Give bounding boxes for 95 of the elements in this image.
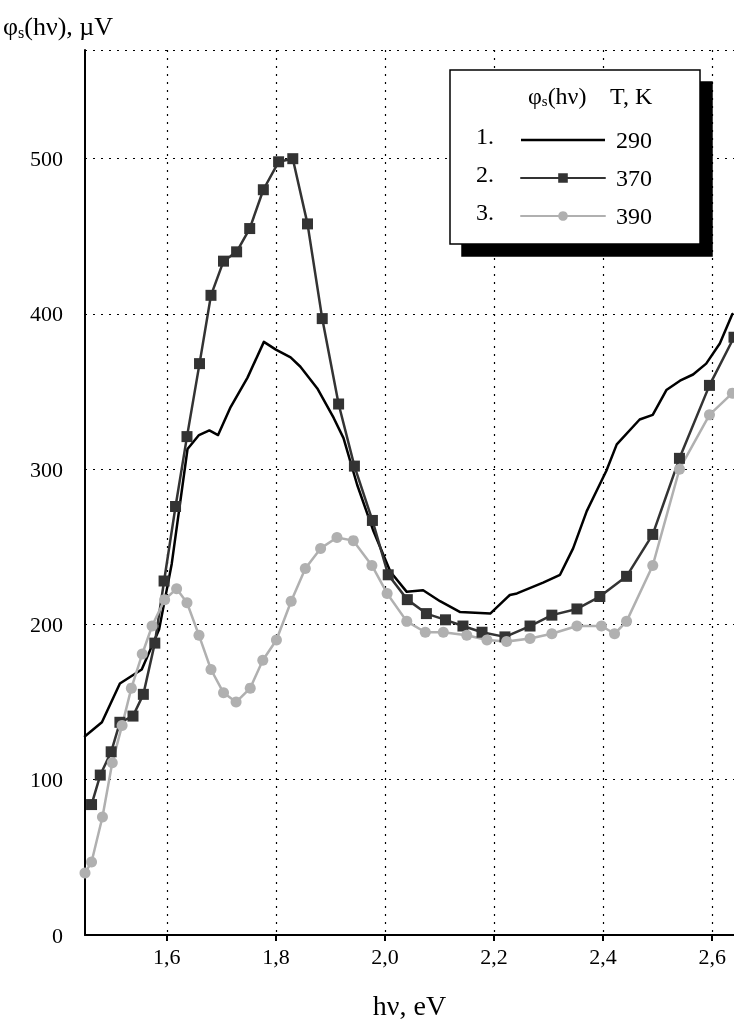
legend-label: 370 bbox=[616, 165, 652, 191]
point bbox=[439, 614, 451, 626]
annotation: 2. bbox=[476, 161, 494, 187]
point bbox=[673, 452, 685, 464]
point bbox=[287, 153, 299, 165]
point bbox=[146, 620, 158, 632]
point bbox=[136, 648, 148, 660]
x-tick-label: 2,2 bbox=[480, 943, 508, 969]
point bbox=[86, 799, 98, 811]
point bbox=[244, 223, 256, 235]
point bbox=[181, 597, 193, 609]
point bbox=[546, 628, 558, 640]
point bbox=[381, 587, 393, 599]
point bbox=[703, 379, 715, 391]
point bbox=[257, 654, 269, 666]
point bbox=[366, 559, 378, 571]
point bbox=[331, 532, 343, 544]
point bbox=[230, 696, 242, 708]
point bbox=[257, 184, 269, 196]
point bbox=[244, 682, 256, 694]
point bbox=[137, 688, 149, 700]
point bbox=[419, 626, 431, 638]
y-tick-label: 0 bbox=[52, 922, 63, 948]
x-tick-label: 2,0 bbox=[371, 943, 399, 969]
legend-label: 290 bbox=[616, 127, 652, 153]
point bbox=[571, 620, 583, 632]
point bbox=[647, 559, 659, 571]
point bbox=[170, 500, 182, 512]
x-axis-title: hν, eV bbox=[372, 989, 447, 1021]
y-tick-label: 400 bbox=[30, 301, 63, 327]
point bbox=[621, 615, 633, 627]
point bbox=[94, 769, 106, 781]
point bbox=[348, 460, 360, 472]
point bbox=[105, 746, 117, 758]
point bbox=[193, 629, 205, 641]
point bbox=[218, 687, 230, 699]
point bbox=[571, 603, 583, 615]
point bbox=[205, 664, 217, 675]
point bbox=[673, 463, 685, 475]
point bbox=[125, 682, 137, 694]
point bbox=[501, 636, 513, 648]
point bbox=[546, 609, 558, 621]
point bbox=[401, 615, 413, 627]
point bbox=[333, 398, 345, 410]
point bbox=[299, 563, 311, 575]
point bbox=[194, 358, 206, 370]
point bbox=[595, 620, 607, 632]
point bbox=[79, 867, 91, 879]
annotation: 1. bbox=[476, 123, 494, 149]
point bbox=[218, 255, 230, 267]
point bbox=[609, 628, 621, 640]
legend-label: 390 bbox=[616, 203, 652, 229]
point bbox=[457, 620, 469, 632]
point bbox=[171, 583, 183, 595]
point bbox=[158, 575, 170, 587]
annotation: 3. bbox=[476, 199, 494, 225]
x-tick-label: 1,6 bbox=[153, 943, 181, 969]
point bbox=[86, 856, 98, 868]
point bbox=[703, 409, 715, 421]
x-tick-label: 2,6 bbox=[698, 943, 726, 969]
point bbox=[621, 570, 633, 582]
point bbox=[437, 626, 449, 638]
point bbox=[273, 156, 285, 168]
point bbox=[315, 542, 327, 554]
point bbox=[524, 632, 536, 644]
point bbox=[96, 811, 108, 823]
point bbox=[594, 591, 606, 603]
x-tick-label: 1,8 bbox=[262, 943, 290, 969]
point bbox=[524, 620, 536, 632]
legend-title: φs(hν) T, K bbox=[528, 83, 653, 110]
y-tick-label: 300 bbox=[30, 456, 63, 482]
point bbox=[285, 595, 297, 607]
point bbox=[181, 431, 193, 443]
point bbox=[316, 313, 328, 325]
y-tick-label: 100 bbox=[30, 767, 63, 793]
point bbox=[647, 528, 659, 540]
point bbox=[149, 637, 161, 649]
point bbox=[231, 246, 243, 258]
y-axis-title: φs(hν), µV bbox=[3, 11, 114, 41]
point bbox=[401, 594, 413, 606]
point bbox=[159, 594, 171, 606]
point bbox=[127, 710, 139, 722]
x-tick-label: 2,4 bbox=[589, 943, 617, 969]
point bbox=[106, 757, 118, 769]
point bbox=[205, 289, 217, 301]
point bbox=[420, 608, 432, 620]
point bbox=[302, 218, 314, 230]
y-tick-label: 500 bbox=[30, 146, 63, 172]
y-tick-label: 200 bbox=[30, 611, 63, 637]
point bbox=[382, 569, 394, 581]
point bbox=[481, 634, 493, 646]
point bbox=[366, 514, 378, 526]
point bbox=[270, 634, 282, 646]
point bbox=[461, 629, 473, 641]
point bbox=[347, 535, 359, 547]
